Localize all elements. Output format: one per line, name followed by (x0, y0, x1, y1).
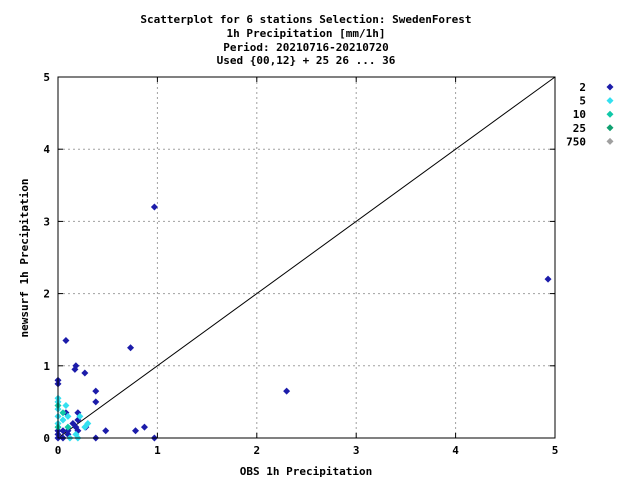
legend-label: 2 (579, 81, 586, 94)
scatter-point-series-10 (64, 423, 72, 431)
chart-title: Scatterplot for 6 stations Selection: Sw… (140, 13, 471, 67)
scatter-point-series-5 (64, 412, 72, 420)
axis-ticks: 0 1 2 3 4 5 0 1 2 3 4 5 (43, 71, 558, 457)
title-line: 1h Precipitation [mm/1h] (227, 27, 386, 40)
legend-label: 5 (579, 95, 586, 108)
title-line: Scatterplot for 6 stations Selection: Sw… (140, 13, 471, 26)
x-tick-label: 3 (353, 444, 360, 457)
title-line: Used {00,12} + 25 26 ... 36 (217, 54, 396, 67)
x-tick-label: 2 (253, 444, 260, 457)
scatter-point-series-2 (150, 203, 158, 211)
scatter-point-series-5 (84, 420, 92, 428)
reference-line-group (57, 76, 556, 439)
y-tick-label: 2 (43, 288, 50, 301)
scatter-point-series-5 (59, 416, 67, 424)
scatter-point-series-2 (64, 427, 72, 435)
legend-label: 25 (573, 122, 586, 135)
legend-marker (606, 124, 614, 132)
plot-frame (57, 76, 556, 439)
scatter-point-series-2 (102, 427, 110, 435)
legend-label: 10 (573, 108, 586, 121)
legend-label: 750 (566, 135, 586, 148)
x-tick-label: 4 (452, 444, 459, 457)
data-points (54, 203, 552, 442)
y-axis-label: newsurf 1h Precipitation (18, 179, 31, 338)
scatter-point-series-2 (59, 427, 67, 435)
scatter-point-series-2 (140, 423, 148, 431)
legend-marker (606, 137, 614, 145)
x-axis-label: OBS 1h Precipitation (240, 465, 372, 478)
scatter-point-series-5 (76, 412, 84, 420)
scatter-point-series-2 (72, 362, 80, 370)
y-tick-label: 1 (43, 360, 50, 373)
scatter-point-series-2 (81, 369, 89, 377)
scatter-point-series-2 (283, 387, 291, 395)
y-tick-label: 4 (43, 143, 50, 156)
x-tick-label: 1 (154, 444, 161, 457)
legend-marker (606, 110, 614, 118)
x-tick-label: 5 (552, 444, 559, 457)
scatter-point-series-10 (59, 409, 67, 417)
legend-marker (606, 83, 614, 91)
scatter-point-series-2 (92, 387, 100, 395)
x-tick-label: 0 (55, 444, 62, 457)
y-tick-label: 5 (43, 71, 50, 84)
identity-line (57, 76, 556, 439)
legend-marker (606, 97, 614, 105)
scatter-point-series-2 (92, 398, 100, 406)
scatter-point-series-2 (544, 275, 552, 283)
y-tick-label: 3 (43, 215, 50, 228)
scatter-point-series-2 (62, 337, 70, 345)
title-line: Period: 20210716-20210720 (223, 41, 389, 54)
y-tick-label: 0 (43, 432, 50, 445)
scatter-point-series-2 (127, 344, 135, 352)
grid (58, 77, 555, 438)
scatter-point-series-5 (62, 402, 70, 410)
scatter-point-series-2 (132, 427, 140, 435)
